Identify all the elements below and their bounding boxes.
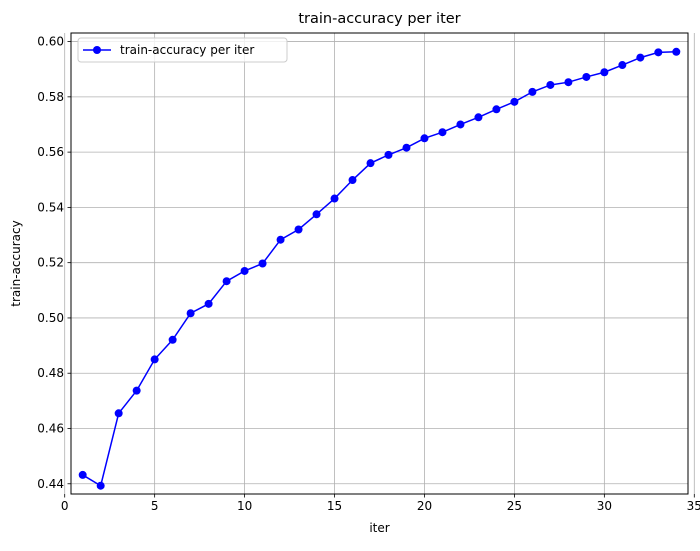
data-point bbox=[510, 97, 519, 106]
y-tick-label: 0.60 bbox=[37, 35, 64, 49]
data-point bbox=[78, 470, 87, 479]
data-point bbox=[636, 53, 645, 62]
data-point bbox=[114, 409, 123, 418]
data-point bbox=[546, 80, 555, 89]
data-point bbox=[654, 48, 663, 57]
data-point bbox=[168, 335, 177, 344]
data-point bbox=[438, 128, 447, 137]
legend-box bbox=[77, 37, 288, 63]
data-point bbox=[222, 277, 231, 286]
chart-title: train-accuracy per iter bbox=[298, 11, 460, 27]
data-point bbox=[582, 72, 591, 81]
plot-frame bbox=[70, 32, 689, 495]
x-tick-label: 5 bbox=[151, 499, 159, 513]
y-tick-label: 0.52 bbox=[37, 256, 64, 270]
x-tick-label: 10 bbox=[237, 499, 252, 513]
data-point bbox=[96, 481, 105, 490]
x-tick-label: 30 bbox=[597, 499, 612, 513]
data-point bbox=[528, 87, 537, 96]
legend-label: train-accuracy per iter bbox=[120, 43, 254, 57]
data-point bbox=[150, 355, 159, 364]
data-point bbox=[366, 159, 375, 168]
data-point bbox=[474, 113, 483, 122]
y-tick-label: 0.58 bbox=[37, 90, 64, 104]
data-point bbox=[348, 176, 357, 185]
data-point bbox=[672, 47, 681, 56]
grid-layer bbox=[64, 33, 695, 494]
y-tick-label: 0.44 bbox=[37, 477, 64, 491]
y-tick-label: 0.56 bbox=[37, 145, 64, 159]
data-point bbox=[600, 68, 609, 77]
tick-layer: 0 5 10 15 20 25 30 35 0.44 0.46 0.48 0.50 0.52 0.54 0.… bbox=[37, 35, 700, 513]
data-point bbox=[492, 105, 501, 114]
y-tick-label: 0.48 bbox=[37, 366, 64, 380]
y-tick-label: 0.50 bbox=[37, 311, 64, 325]
data-point bbox=[240, 266, 249, 275]
x-tick-label: 35 bbox=[687, 499, 700, 513]
data-point bbox=[420, 134, 429, 143]
x-tick-label: 20 bbox=[417, 499, 432, 513]
legend-marker bbox=[93, 46, 101, 54]
data-point bbox=[618, 61, 627, 70]
y-tick-label: 0.46 bbox=[37, 421, 64, 435]
x-tick-label: 15 bbox=[327, 499, 342, 513]
x-axis-label: iter bbox=[369, 521, 389, 535]
data-point bbox=[294, 225, 303, 234]
data-point bbox=[258, 259, 267, 268]
data-point bbox=[204, 299, 213, 308]
data-point bbox=[330, 194, 339, 203]
data-point bbox=[276, 235, 285, 244]
y-tick-label: 0.54 bbox=[37, 200, 64, 214]
y-axis-label: train-accuracy bbox=[9, 220, 23, 306]
x-tick-label: 25 bbox=[507, 499, 522, 513]
data-point bbox=[132, 386, 141, 395]
data-point bbox=[564, 78, 573, 87]
series-line bbox=[82, 51, 677, 487]
x-tick-label: 0 bbox=[61, 499, 69, 513]
legend: train-accuracy per iter bbox=[77, 37, 288, 63]
data-point bbox=[186, 309, 195, 318]
data-point bbox=[402, 143, 411, 152]
data-point bbox=[384, 150, 393, 159]
data-point bbox=[312, 210, 321, 219]
series-layer bbox=[78, 47, 681, 490]
data-point bbox=[456, 120, 465, 129]
